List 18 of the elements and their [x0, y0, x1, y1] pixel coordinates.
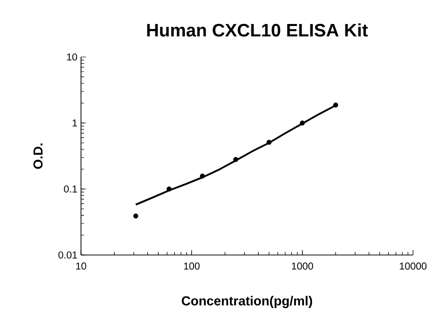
x-tick-label: 1000 — [292, 262, 314, 270]
point — [300, 120, 305, 126]
point — [133, 213, 138, 218]
point — [333, 102, 338, 108]
x-tick-label: 10000 — [400, 262, 427, 270]
point — [233, 156, 238, 162]
point — [200, 174, 205, 179]
y-tick-label: 0.01 — [58, 251, 77, 259]
chart-title: Human CXCL10 ELISA Kit — [147, 23, 368, 37]
y-tick-label: 10 — [67, 53, 78, 61]
y-axis-title: O.D. — [33, 144, 43, 169]
x-axis-title: Concentration(pg/ml) — [182, 296, 312, 308]
x-tick-label: 10 — [76, 262, 86, 270]
x-tick-label: 100 — [184, 262, 200, 270]
point — [266, 140, 272, 145]
point — [166, 186, 172, 192]
y-tick-label: 0.1 — [64, 185, 77, 193]
y-tick-label: 1 — [72, 120, 77, 126]
